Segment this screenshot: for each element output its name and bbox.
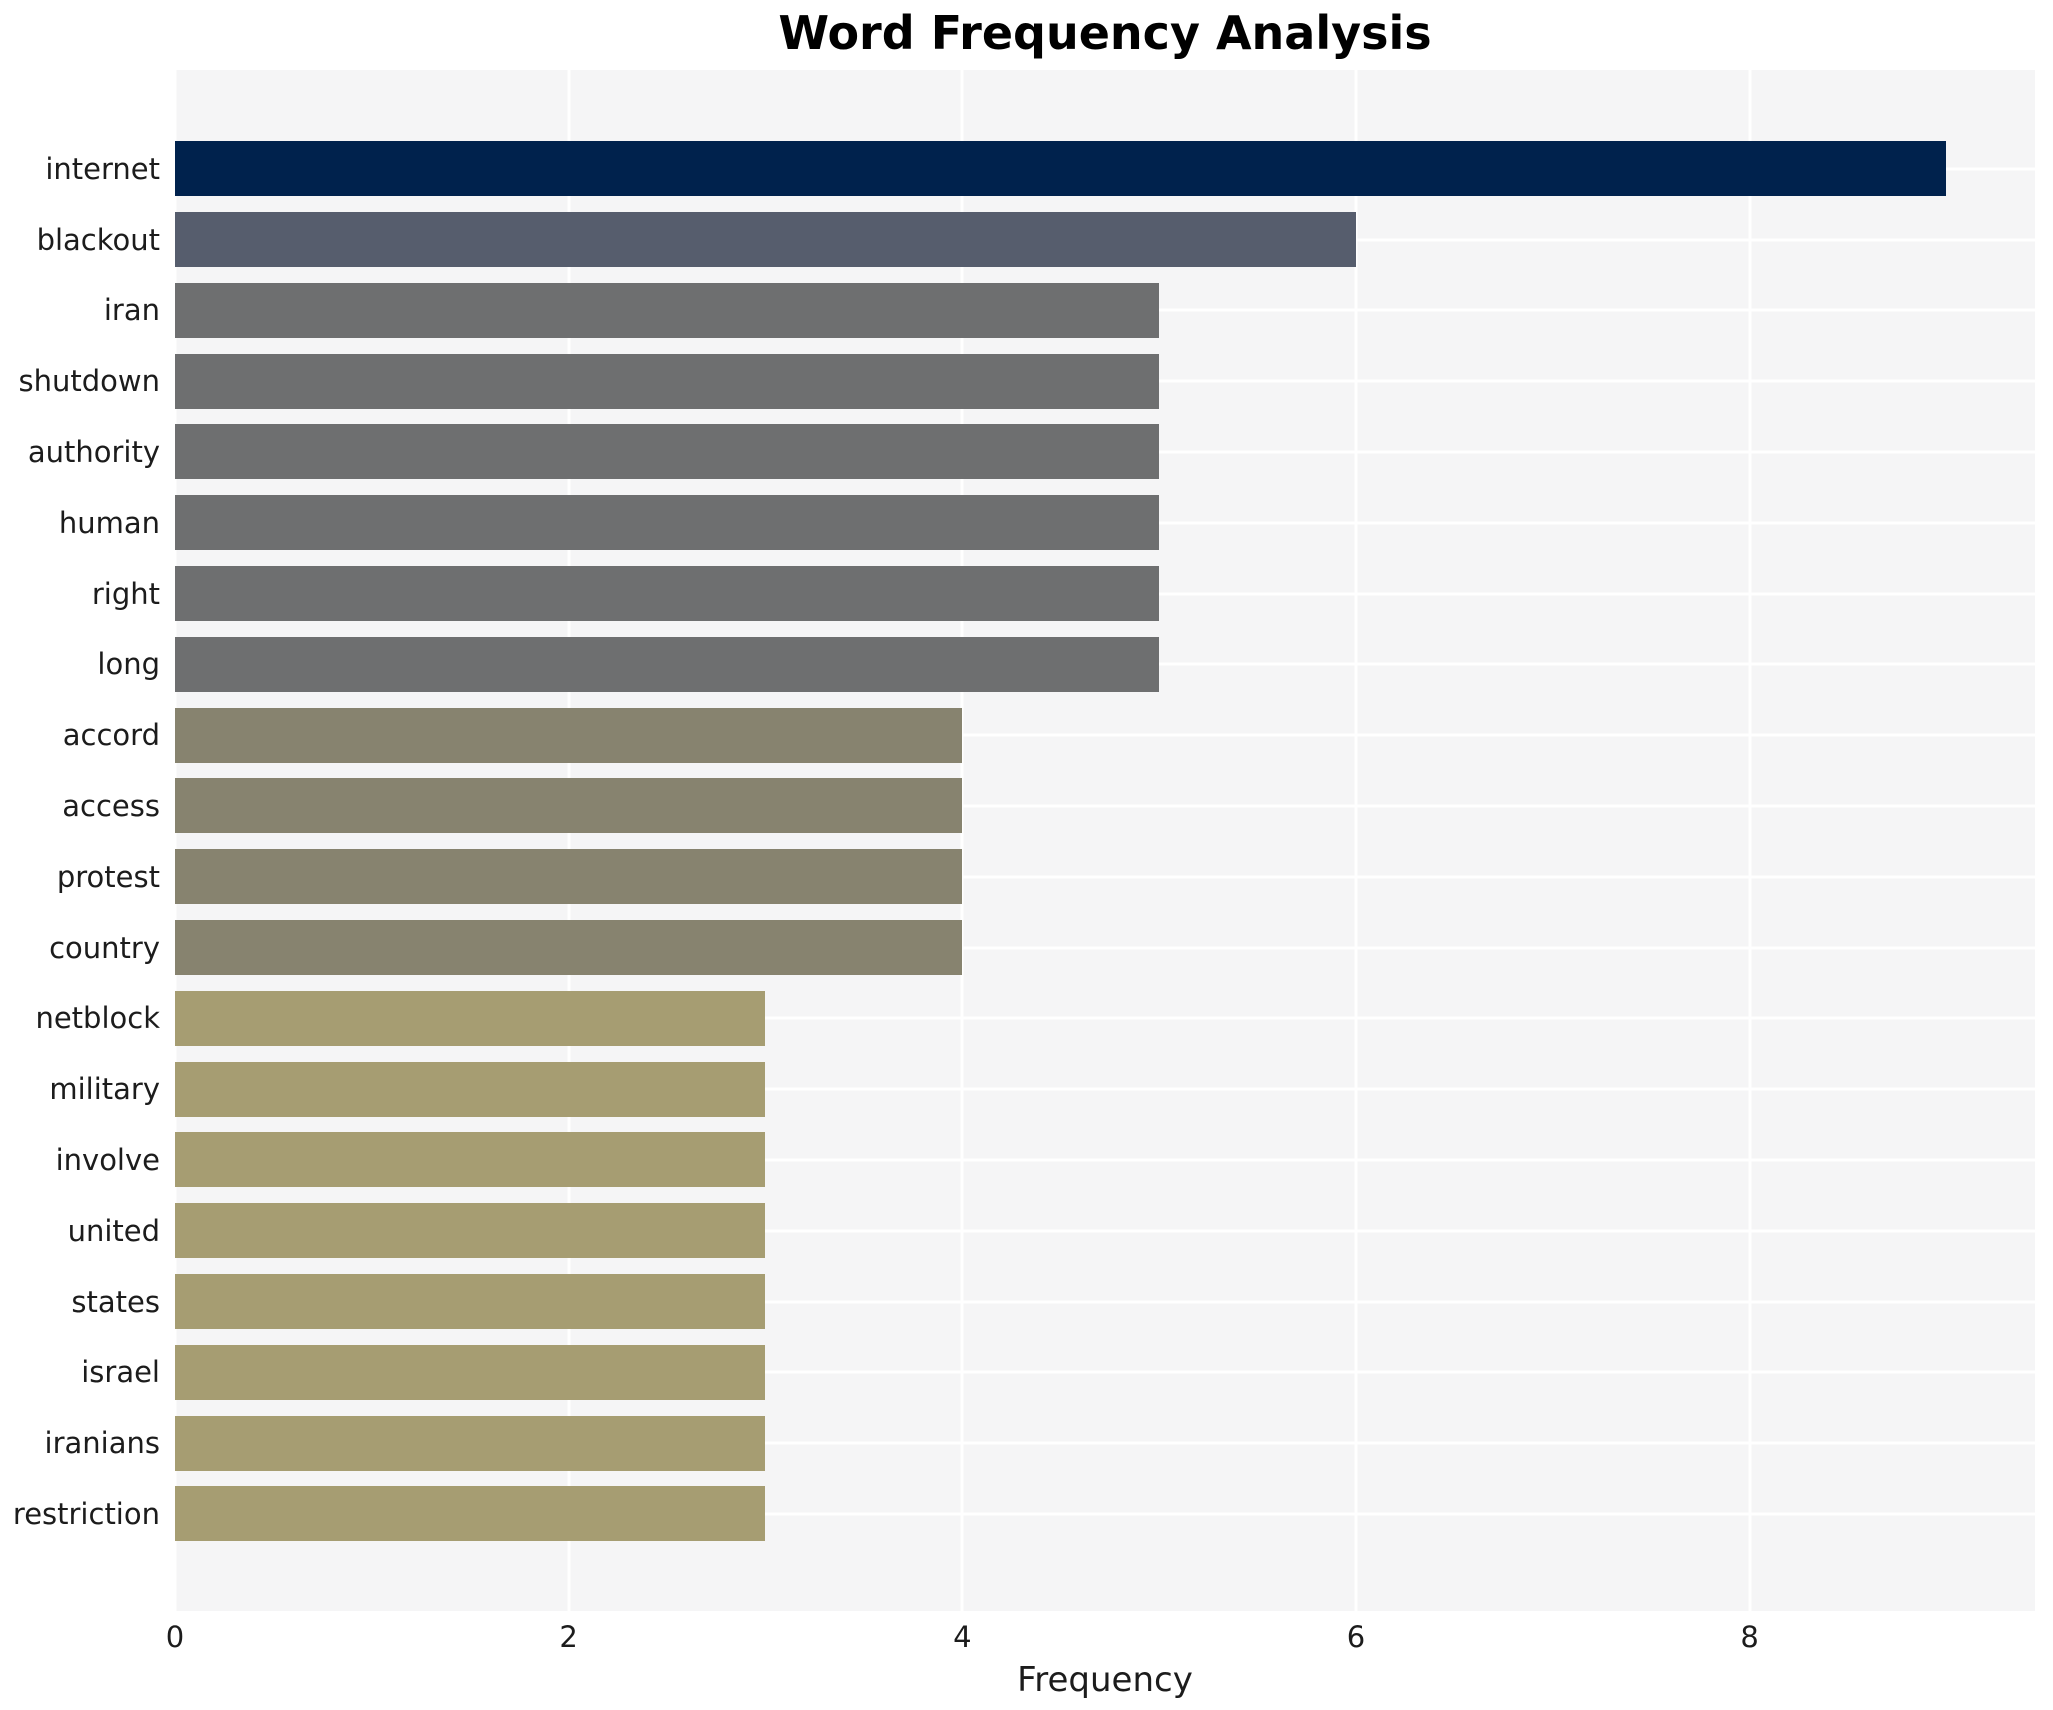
bar-iranians	[175, 1415, 766, 1471]
bar-human	[175, 495, 1160, 551]
y-label-iranians: iranians	[44, 1426, 160, 1461]
y-label-military: military	[49, 1072, 160, 1107]
horizontal-gridline-iranians	[175, 1441, 2035, 1445]
y-label-authority: authority	[27, 434, 160, 469]
bar-internet	[175, 141, 1947, 197]
y-label-netblock: netblock	[35, 1001, 160, 1036]
horizontal-gridline-netblock	[175, 1016, 2035, 1020]
bar-blackout	[175, 212, 1356, 267]
bar-accord	[175, 707, 963, 763]
bar-states	[175, 1274, 766, 1329]
chart-title: Word Frequency Analysis	[778, 6, 1432, 60]
horizontal-gridline-country	[175, 946, 2035, 949]
x-axis-label: Frequency	[1017, 1660, 1193, 1700]
horizontal-gridline-military	[175, 1087, 2035, 1091]
x-tick-0: 0	[165, 1620, 185, 1654]
vertical-gridline-8	[1748, 70, 1752, 1611]
bar-involve	[175, 1132, 766, 1188]
y-label-involve: involve	[55, 1142, 160, 1177]
x-tick-4: 4	[953, 1620, 972, 1654]
plot-area	[173, 70, 2035, 1611]
y-label-israel: israel	[81, 1355, 160, 1390]
y-label-restriction: restriction	[12, 1496, 160, 1531]
horizontal-gridline-restriction	[175, 1512, 2035, 1516]
y-label-access: access	[62, 788, 160, 823]
bar-united	[175, 1203, 766, 1259]
bar-protest	[175, 849, 963, 905]
y-label-country: country	[49, 930, 160, 965]
horizontal-gridline-access	[175, 804, 2035, 808]
bar-netblock	[175, 990, 766, 1046]
horizontal-gridline-involve	[175, 1158, 2035, 1162]
bar-country	[175, 920, 963, 975]
horizontal-gridline-protest	[175, 875, 2035, 879]
y-label-united: united	[67, 1213, 160, 1248]
y-label-protest: protest	[56, 859, 160, 894]
bar-israel	[175, 1344, 766, 1400]
bar-restriction	[175, 1486, 766, 1542]
y-label-long: long	[97, 647, 160, 682]
vertical-gridline-4	[960, 70, 964, 1611]
bar-military	[175, 1061, 766, 1117]
horizontal-gridline-states	[175, 1300, 2035, 1303]
bar-iran	[175, 282, 1160, 338]
y-label-shutdown: shutdown	[18, 364, 161, 399]
y-label-states: states	[71, 1284, 160, 1319]
x-tick-8: 8	[1740, 1620, 1759, 1654]
y-label-accord: accord	[62, 718, 160, 753]
vertical-gridline-2	[567, 70, 571, 1611]
y-label-iran: iran	[103, 293, 160, 328]
y-label-human: human	[58, 505, 160, 540]
bar-long	[175, 636, 1160, 692]
bar-authority	[175, 424, 1160, 480]
y-label-internet: internet	[45, 151, 160, 186]
y-label-blackout: blackout	[36, 222, 160, 257]
y-label-right: right	[91, 576, 160, 611]
vertical-gridline-0	[173, 70, 177, 1611]
horizontal-gridline-israel	[175, 1370, 2035, 1374]
bar-right	[175, 566, 1160, 621]
vertical-gridline-6	[1354, 70, 1358, 1611]
horizontal-gridline-accord	[175, 733, 2035, 737]
bar-access	[175, 778, 963, 834]
horizontal-gridline-united	[175, 1229, 2035, 1233]
x-tick-6: 6	[1346, 1620, 1366, 1654]
bar-shutdown	[175, 353, 1160, 409]
x-tick-2: 2	[559, 1620, 578, 1654]
